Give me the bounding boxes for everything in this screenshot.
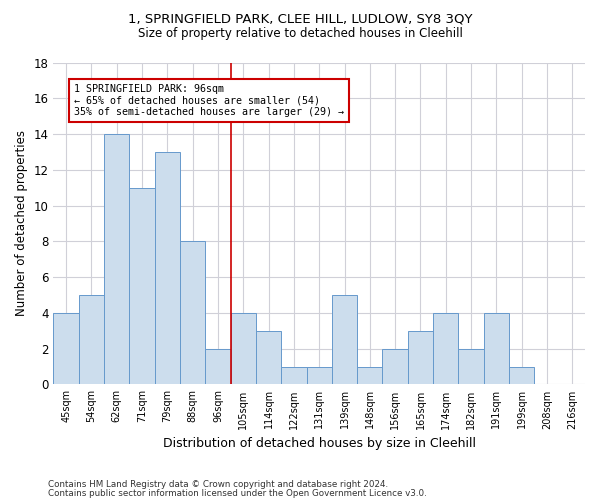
Bar bbox=[155, 152, 180, 384]
Text: Size of property relative to detached houses in Cleehill: Size of property relative to detached ho… bbox=[137, 28, 463, 40]
Text: Contains HM Land Registry data © Crown copyright and database right 2024.: Contains HM Land Registry data © Crown c… bbox=[48, 480, 388, 489]
Bar bbox=[205, 348, 230, 384]
Bar bbox=[458, 348, 484, 384]
Bar bbox=[256, 331, 281, 384]
Bar bbox=[382, 348, 408, 384]
Bar bbox=[307, 366, 332, 384]
Bar bbox=[281, 366, 307, 384]
Y-axis label: Number of detached properties: Number of detached properties bbox=[15, 130, 28, 316]
Bar bbox=[484, 313, 509, 384]
Bar bbox=[180, 242, 205, 384]
Bar bbox=[509, 366, 535, 384]
Text: Contains public sector information licensed under the Open Government Licence v3: Contains public sector information licen… bbox=[48, 488, 427, 498]
Text: 1 SPRINGFIELD PARK: 96sqm
← 65% of detached houses are smaller (54)
35% of semi-: 1 SPRINGFIELD PARK: 96sqm ← 65% of detac… bbox=[74, 84, 344, 117]
Bar bbox=[130, 188, 155, 384]
Bar bbox=[79, 295, 104, 384]
Bar bbox=[408, 331, 433, 384]
Text: 1, SPRINGFIELD PARK, CLEE HILL, LUDLOW, SY8 3QY: 1, SPRINGFIELD PARK, CLEE HILL, LUDLOW, … bbox=[128, 12, 472, 26]
Bar bbox=[332, 295, 357, 384]
Bar bbox=[357, 366, 382, 384]
Bar bbox=[230, 313, 256, 384]
X-axis label: Distribution of detached houses by size in Cleehill: Distribution of detached houses by size … bbox=[163, 437, 476, 450]
Bar bbox=[433, 313, 458, 384]
Bar bbox=[53, 313, 79, 384]
Bar bbox=[104, 134, 130, 384]
